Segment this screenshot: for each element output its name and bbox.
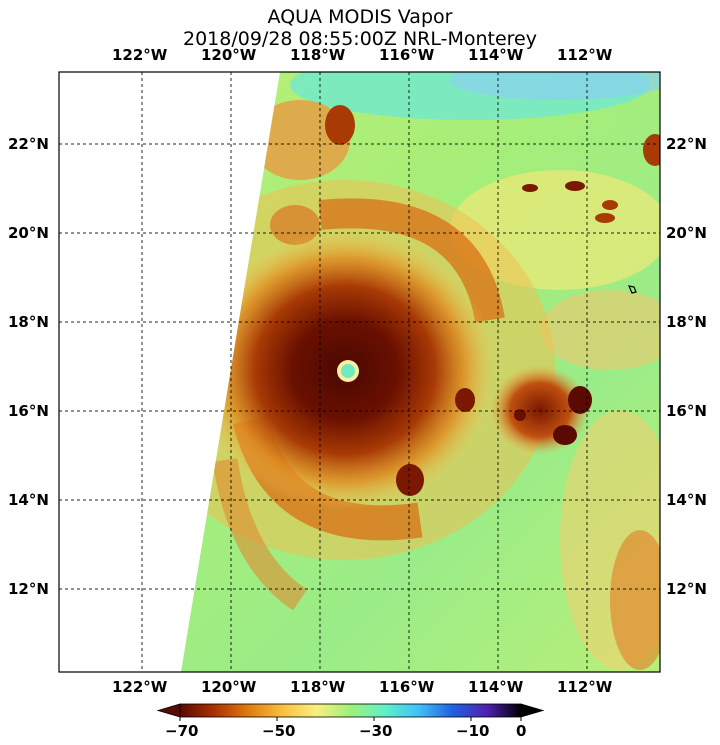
graticule: [59, 72, 660, 672]
colorbar-tick-label-minus30: −30: [359, 722, 393, 740]
bottom-lon-label-122w: 122°W: [112, 678, 168, 696]
title-line-1: AQUA MODIS Vapor: [267, 6, 453, 28]
right-lat-label-20n: 20°N: [666, 224, 707, 242]
top-lon-label-112w: 112°W: [557, 46, 613, 64]
colorbar-tick-label-0: 0: [516, 722, 527, 740]
colorbar-tick-label-minus50: −50: [262, 722, 296, 740]
left-lat-label-16n: 16°N: [8, 402, 49, 420]
bottom-lon-label-120w: 120°W: [201, 678, 257, 696]
bottom-lon-label-114w: 114°W: [468, 678, 524, 696]
top-lon-label-118w: 118°W: [290, 46, 346, 64]
top-lon-label-116w: 116°W: [379, 46, 435, 64]
right-lat-label-16n: 16°N: [666, 402, 707, 420]
left-lat-label-20n: 20°N: [8, 224, 49, 242]
right-lat-label-22n: 22°N: [666, 135, 707, 153]
colorbar-min-arrow: [156, 703, 181, 718]
top-lon-label-120w: 120°W: [201, 46, 257, 64]
top-lon-label-122w: 122°W: [112, 46, 168, 64]
colorbar-max-arrow: [520, 703, 545, 718]
map-border: [58, 71, 661, 673]
bottom-lon-label-116w: 116°W: [379, 678, 435, 696]
colorbar-ticks: [179, 717, 522, 721]
right-lat-label-18n: 18°N: [666, 313, 707, 331]
top-lon-label-114w: 114°W: [468, 46, 524, 64]
bottom-lon-label-118w: 118°W: [290, 678, 346, 696]
bottom-lon-label-112w: 112°W: [557, 678, 613, 696]
left-lat-label-12n: 12°N: [8, 580, 49, 598]
right-lat-label-14n: 14°N: [666, 491, 707, 509]
left-lat-label-22n: 22°N: [8, 135, 49, 153]
left-lat-label-18n: 18°N: [8, 313, 49, 331]
colorbar-tick-label-minus70: −70: [165, 722, 199, 740]
island-outline: [627, 285, 637, 294]
colorbar-tick-label-minus10: −10: [456, 722, 490, 740]
left-lat-label-14n: 14°N: [8, 491, 49, 509]
colorbar: [179, 703, 522, 718]
right-lat-label-12n: 12°N: [666, 580, 707, 598]
title-line-2: 2018/09/28 08:55:00Z NRL-Monterey: [183, 28, 537, 50]
